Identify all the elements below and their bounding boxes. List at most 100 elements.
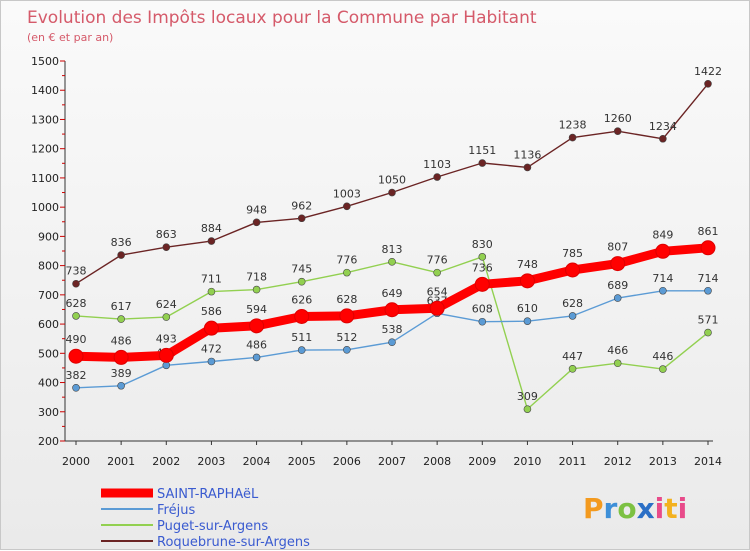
data-label: 1422: [694, 65, 722, 78]
y-tick-label: 1000: [31, 201, 59, 214]
data-label: 610: [517, 302, 538, 315]
logo-letter: o: [617, 492, 636, 525]
data-point: [433, 268, 441, 277]
data-point: [388, 188, 396, 197]
data-point: [610, 256, 626, 272]
data-point: [613, 127, 622, 135]
data-label: 748: [517, 258, 538, 271]
data-point: [568, 133, 577, 142]
data-label: 861: [698, 225, 719, 238]
data-label: 830: [472, 238, 493, 251]
data-label: 711: [201, 273, 222, 286]
data-point: [162, 243, 171, 251]
data-label: 1238: [559, 119, 587, 132]
data-label: 785: [562, 247, 583, 260]
data-label: 736: [472, 261, 493, 274]
data-point: [704, 328, 712, 337]
data-point: [343, 345, 351, 354]
data-label: 493: [156, 332, 177, 345]
x-tick-label: 2008: [423, 455, 451, 468]
x-tick-label: 2002: [152, 455, 180, 468]
data-label: 512: [336, 331, 357, 344]
data-label: 486: [111, 334, 132, 347]
data-point: [523, 163, 532, 172]
data-label: 1151: [468, 144, 496, 157]
data-label: 586: [201, 305, 222, 318]
data-point: [68, 348, 84, 364]
data-point: [72, 312, 80, 320]
data-label: 628: [562, 297, 583, 310]
data-point: [704, 80, 712, 88]
data-point: [72, 383, 80, 392]
data-label: 571: [698, 314, 719, 327]
data-point: [252, 218, 261, 227]
data-label: 624: [156, 298, 177, 311]
series-2: 628 617 624 711 718 745 776 813 776 830 309 447 466 4…: [66, 238, 719, 413]
data-label: 486: [246, 338, 267, 351]
data-point: [613, 294, 622, 302]
x-tick-label: 2011: [559, 455, 587, 468]
data-label: 538: [382, 323, 403, 336]
y-tick-label: 1500: [31, 55, 59, 68]
data-label: 714: [652, 272, 673, 285]
data-point: [117, 381, 125, 390]
data-label: 382: [66, 369, 87, 382]
data-point: [659, 286, 667, 295]
data-label: 776: [336, 254, 357, 267]
chart-title: Evolution des Impôts locaux pour la Comm…: [27, 8, 537, 28]
data-point: [203, 320, 219, 336]
data-label: 389: [111, 367, 132, 380]
data-point: [523, 405, 532, 413]
data-point: [297, 214, 306, 223]
data-point: [249, 318, 265, 334]
x-tick-label: 2014: [694, 455, 722, 468]
data-point: [252, 353, 261, 362]
legend-label: SAINT-RAPHAëL: [157, 487, 259, 502]
data-label: 628: [336, 293, 357, 306]
data-point: [519, 273, 535, 289]
data-point: [388, 338, 396, 347]
y-tick-label: 700: [38, 289, 59, 302]
x-tick-label: 2012: [604, 455, 632, 468]
data-label: 1136: [513, 148, 541, 161]
x-tick-label: 2004: [243, 455, 271, 468]
data-point: [339, 308, 355, 324]
x-tick-label: 2005: [288, 455, 316, 468]
data-point: [158, 347, 174, 363]
data-label: 511: [291, 331, 312, 344]
data-point: [294, 308, 310, 324]
data-label: 689: [607, 279, 628, 292]
data-label: 884: [201, 222, 222, 235]
series-3: 738 836 863 884 948 962 1003 1050 1103 1151 1136 12…: [66, 65, 722, 288]
data-label: 594: [246, 303, 267, 316]
data-point: [384, 302, 400, 318]
x-tick-label: 2009: [468, 455, 496, 468]
legend-label: Fréjus: [157, 503, 195, 518]
y-tick-label: 1300: [31, 113, 59, 126]
data-label: 718: [246, 271, 267, 284]
logo-letter: t: [664, 492, 677, 525]
logo-letter: i: [678, 492, 688, 525]
data-point: [478, 253, 487, 261]
x-tick-label: 2000: [62, 455, 90, 468]
y-tick-label: 1100: [31, 172, 59, 185]
x-tick-label: 2006: [333, 455, 361, 468]
data-point: [474, 276, 490, 292]
data-point: [704, 286, 712, 295]
data-label: 654: [427, 285, 448, 298]
data-point: [700, 240, 716, 256]
data-point: [343, 202, 351, 211]
data-point: [72, 279, 80, 288]
data-label: 813: [382, 243, 403, 256]
data-point: [297, 277, 306, 286]
data-point: [613, 359, 622, 368]
legend-label: Roquebrune-sur-Argens: [157, 535, 310, 550]
x-tick-label: 2007: [378, 455, 406, 468]
data-point: [478, 317, 487, 326]
proxiti-logo: Proxiti: [583, 492, 687, 525]
x-tick-label: 2001: [107, 455, 135, 468]
data-point: [207, 287, 216, 296]
data-label: 608: [472, 303, 493, 316]
